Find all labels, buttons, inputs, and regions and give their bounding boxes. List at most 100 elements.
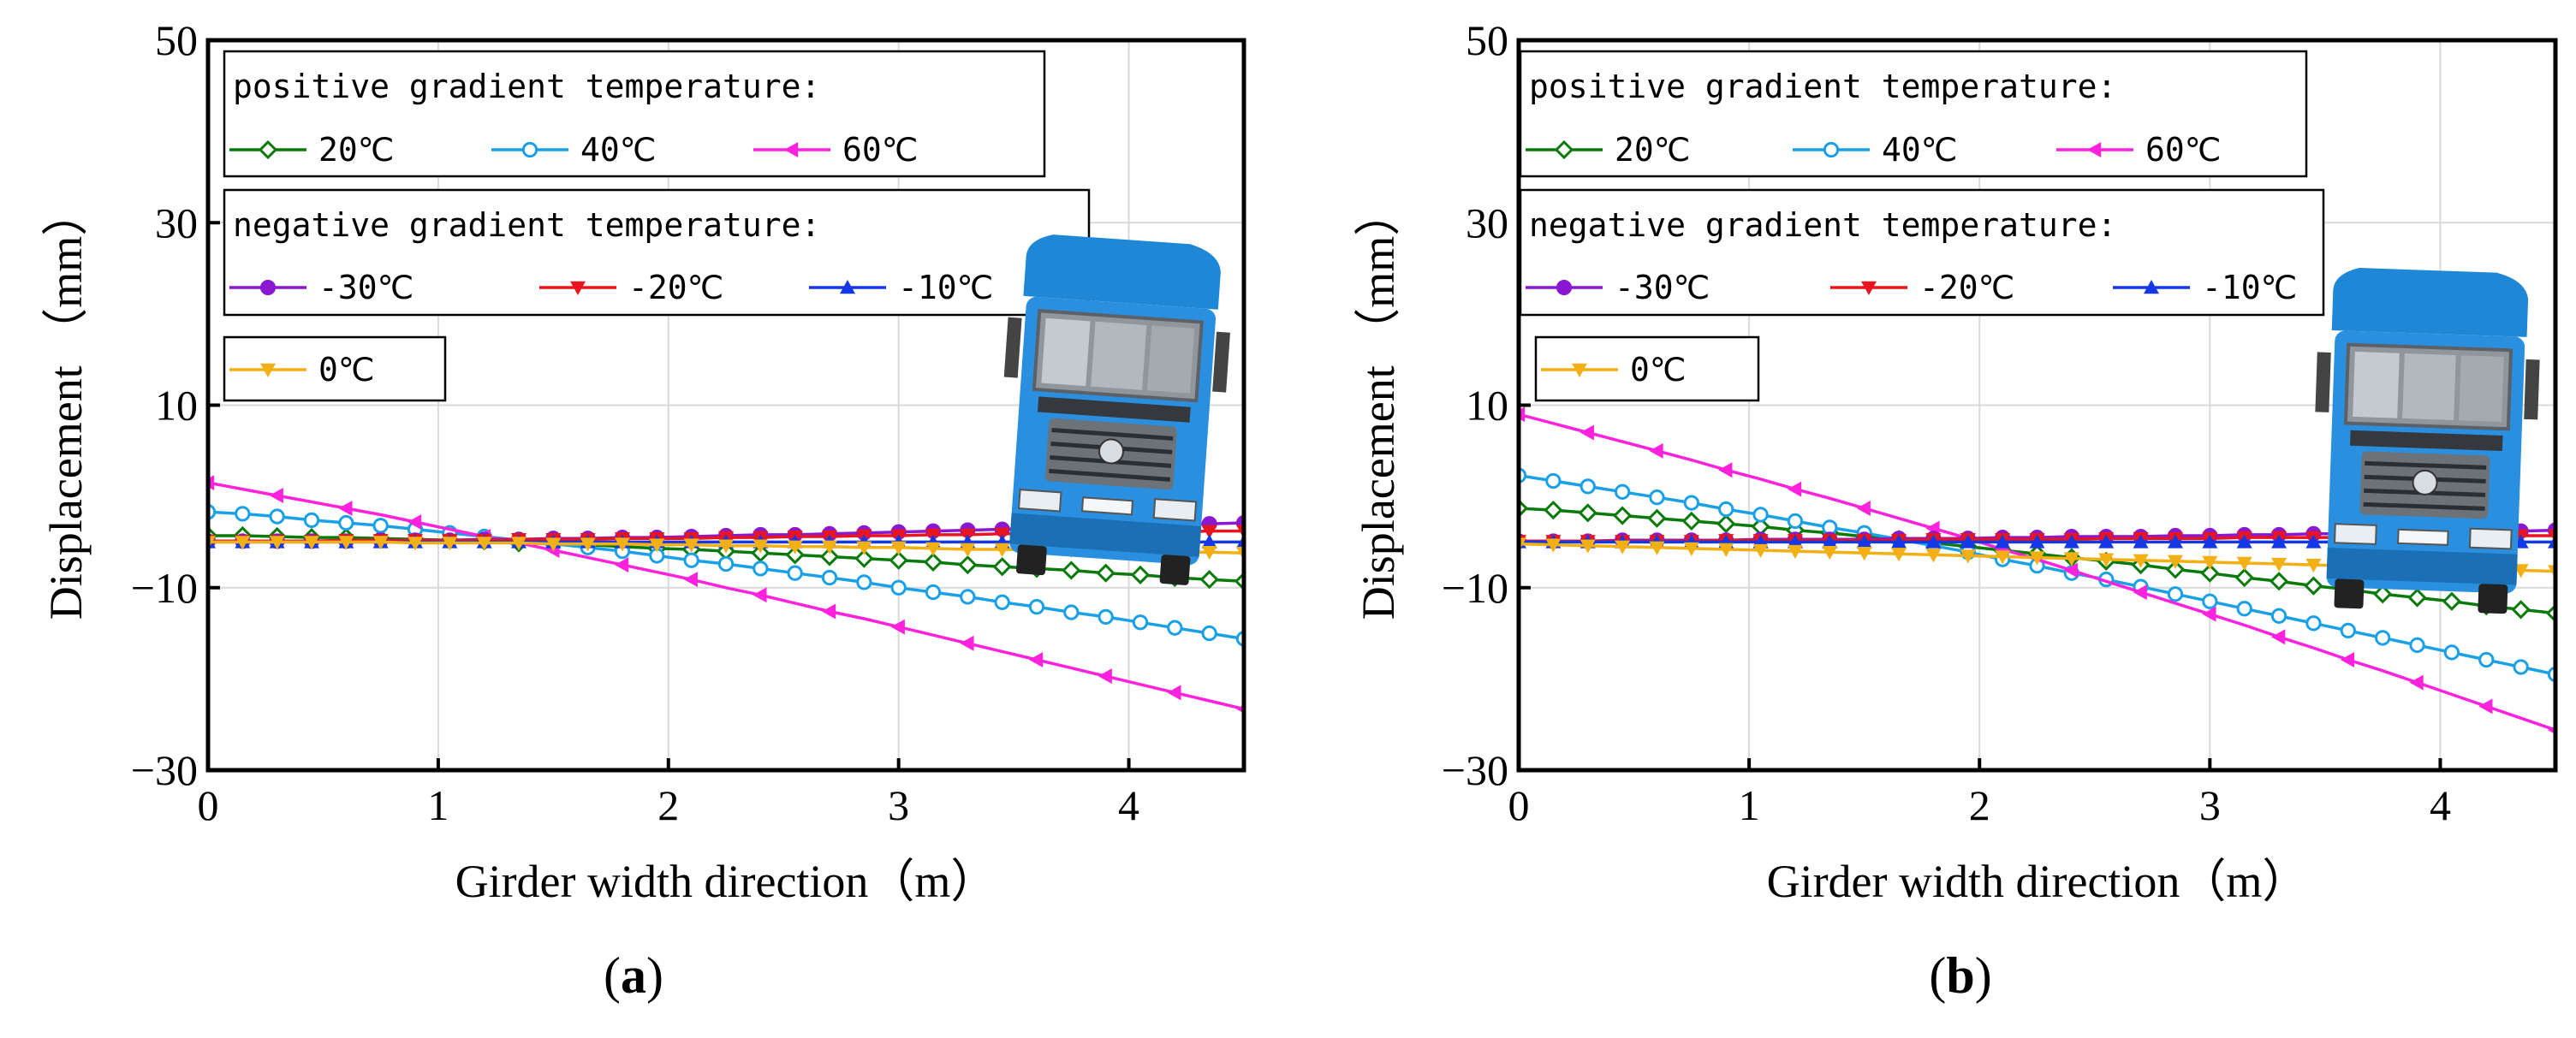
legend-positive: positive gradient temperature: 20℃ 40℃ 6… [223,50,1046,178]
data-point-z0 [1545,538,1562,553]
legend-label: 60℃ [842,131,918,169]
data-point-z0 [1856,547,1872,561]
data-point-p20 [1647,508,1667,528]
data-point-p20 [992,557,1012,577]
x-tick-label: 0 [1508,781,1530,829]
legend-entry-z0: 0℃ [1541,351,1687,389]
data-point-p20 [819,547,840,566]
data-point-z0 [408,537,423,551]
data-point-p60 [338,500,353,516]
data-point-z0 [856,541,872,555]
data-point-z0 [2236,556,2252,571]
panel-label-a: (a) [604,947,663,1004]
data-point-n10 [1856,534,1872,549]
legend-swatch-marker [2087,142,2102,157]
data-point-z0 [2133,554,2149,568]
data-point-p60 [1718,462,1733,478]
data-point-p40 [1718,501,1734,518]
data-point-p40 [2305,615,2322,632]
data-point-p60 [2271,629,2286,645]
data-point-n10 [1995,534,2011,549]
x-axis-title: Girder width direction（m） [1767,856,2309,907]
y-tick-label: 50 [1466,16,1508,64]
legend-entry-n20: -20℃ [1830,269,2014,306]
legend-swatch-marker [259,279,277,296]
legend-swatch-marker [570,281,586,295]
data-point-p40 [2513,659,2529,675]
data-point-z0 [753,539,769,554]
x-tick-label: 2 [657,781,679,829]
data-point-p40 [1201,625,1217,642]
legend-label: -20℃ [1919,269,2014,306]
data-point-p40 [269,508,285,525]
data-point-n10 [1201,534,1217,549]
x-tick-label: 4 [2430,781,2451,829]
y-tick-label: 30 [155,199,198,246]
data-point-p20 [2373,584,2393,604]
data-point-z0 [683,538,699,553]
data-point-z0 [787,540,803,555]
x-axis-title: Girder width direction（m） [455,856,997,907]
data-point-z0 [1649,541,1665,555]
data-point-p60 [2063,562,2079,578]
data-point-p20 [1716,513,1736,534]
data-point-z0 [2271,557,2287,572]
y-tick-label: −30 [1442,746,1508,794]
legend-swatch-marker [260,363,276,377]
data-point-p20 [923,552,943,572]
data-point-p40 [338,514,354,531]
legend-entry-n10: -10℃ [809,269,993,306]
data-point-p40 [2478,651,2495,668]
data-point-p40 [2270,608,2287,624]
data-point-z0 [1787,544,1803,560]
data-point-n10 [2098,534,2115,549]
data-point-n10 [2133,534,2149,549]
legend-label: -20℃ [628,269,723,306]
data-point-p40 [1752,507,1769,523]
data-point-n10 [1822,534,1838,549]
data-point-p40 [1580,478,1596,495]
truck-illustration [1003,234,1230,585]
data-point-z0 [822,540,837,555]
x-tick-label: 1 [1739,781,1760,829]
data-point-n10 [2167,534,2183,549]
data-point-p20 [2200,563,2220,583]
data-point-p60 [2340,651,2354,667]
legend-entry-n30: -30℃ [1526,269,1710,306]
legend-entry-p60: 60℃ [753,131,918,169]
data-point-p20 [2511,600,2531,620]
data-point-z0 [1580,539,1596,554]
data-point-z0 [2202,555,2218,570]
legend-swatch-marker [1823,141,1840,158]
data-point-p40 [856,574,872,590]
legend-positive: positive gradient temperature: 20℃ 40℃ 6… [1519,50,2308,178]
data-point-n10 [1960,534,1976,549]
data-point-p60 [1167,685,1181,701]
legend-negative-title: negative gradient temperature: [233,206,820,244]
data-point-z0 [511,537,527,551]
axis-ticks: 0 1 2 3 4 −30 −10 10 30 50 [131,16,1139,829]
data-point-z0 [1615,540,1631,555]
data-point-p60 [615,557,629,573]
data-point-p40 [925,584,942,601]
data-point-p40 [2443,644,2460,661]
data-point-n10 [2305,534,2322,549]
data-point-p40 [1098,608,1114,626]
legend-swatch-marker [258,139,278,160]
data-point-p40 [303,512,320,528]
data-point-z0 [925,542,941,556]
data-point-p40 [1614,483,1631,500]
legend-label: 0℃ [318,351,375,389]
legend-label: 40℃ [1882,131,1957,169]
legend-negative-title: negative gradient temperature: [1529,206,2116,244]
data-point-p40 [753,561,769,577]
data-point-p20 [889,550,908,570]
y-tick-label: −10 [131,564,198,612]
legend-entry-n20: -20℃ [539,269,723,306]
data-point-n10 [1891,534,1907,549]
x-tick-label: 2 [1969,781,1990,829]
data-point-p20 [1130,565,1151,584]
legend-swatch-marker [2144,280,2159,294]
data-point-p60 [2409,674,2424,691]
legend-entry-p20: 20℃ [229,131,394,169]
